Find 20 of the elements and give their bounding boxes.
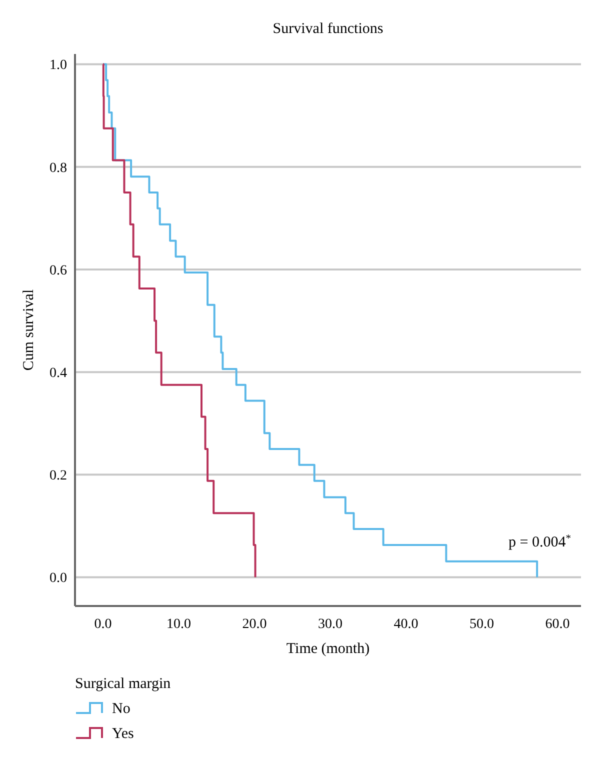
legend-label: Yes: [112, 726, 134, 742]
x-tick-label: 50.0: [470, 617, 494, 632]
x-tick-label: 10.0: [166, 617, 192, 632]
y-tick-label: 0.2: [50, 468, 67, 484]
chart-title: Survival functions: [272, 21, 384, 37]
y-tick-label: 0.4: [50, 366, 67, 381]
annotation: p = 0.004$^{*}$: [508, 532, 571, 550]
y-tick-label: 0.8: [50, 160, 67, 176]
legend-title: Surgical margin: [75, 676, 172, 692]
legend-label: No: [112, 701, 130, 717]
x-tick-label: 60.0: [545, 617, 570, 632]
y-tick-label: 0.0: [50, 571, 67, 586]
x-tick-label: 30.0: [318, 617, 343, 632]
y-tick-label: 0.6: [50, 263, 67, 278]
y-axis-title: Cum survival: [21, 289, 37, 371]
y-tick-label: 1.0: [50, 58, 67, 74]
x-tick-label: 40.0: [394, 617, 418, 632]
x-axis-title: Time (month): [286, 641, 370, 657]
x-tick-label: 20.0: [242, 617, 267, 632]
x-tick-label: 0.0: [94, 617, 112, 632]
